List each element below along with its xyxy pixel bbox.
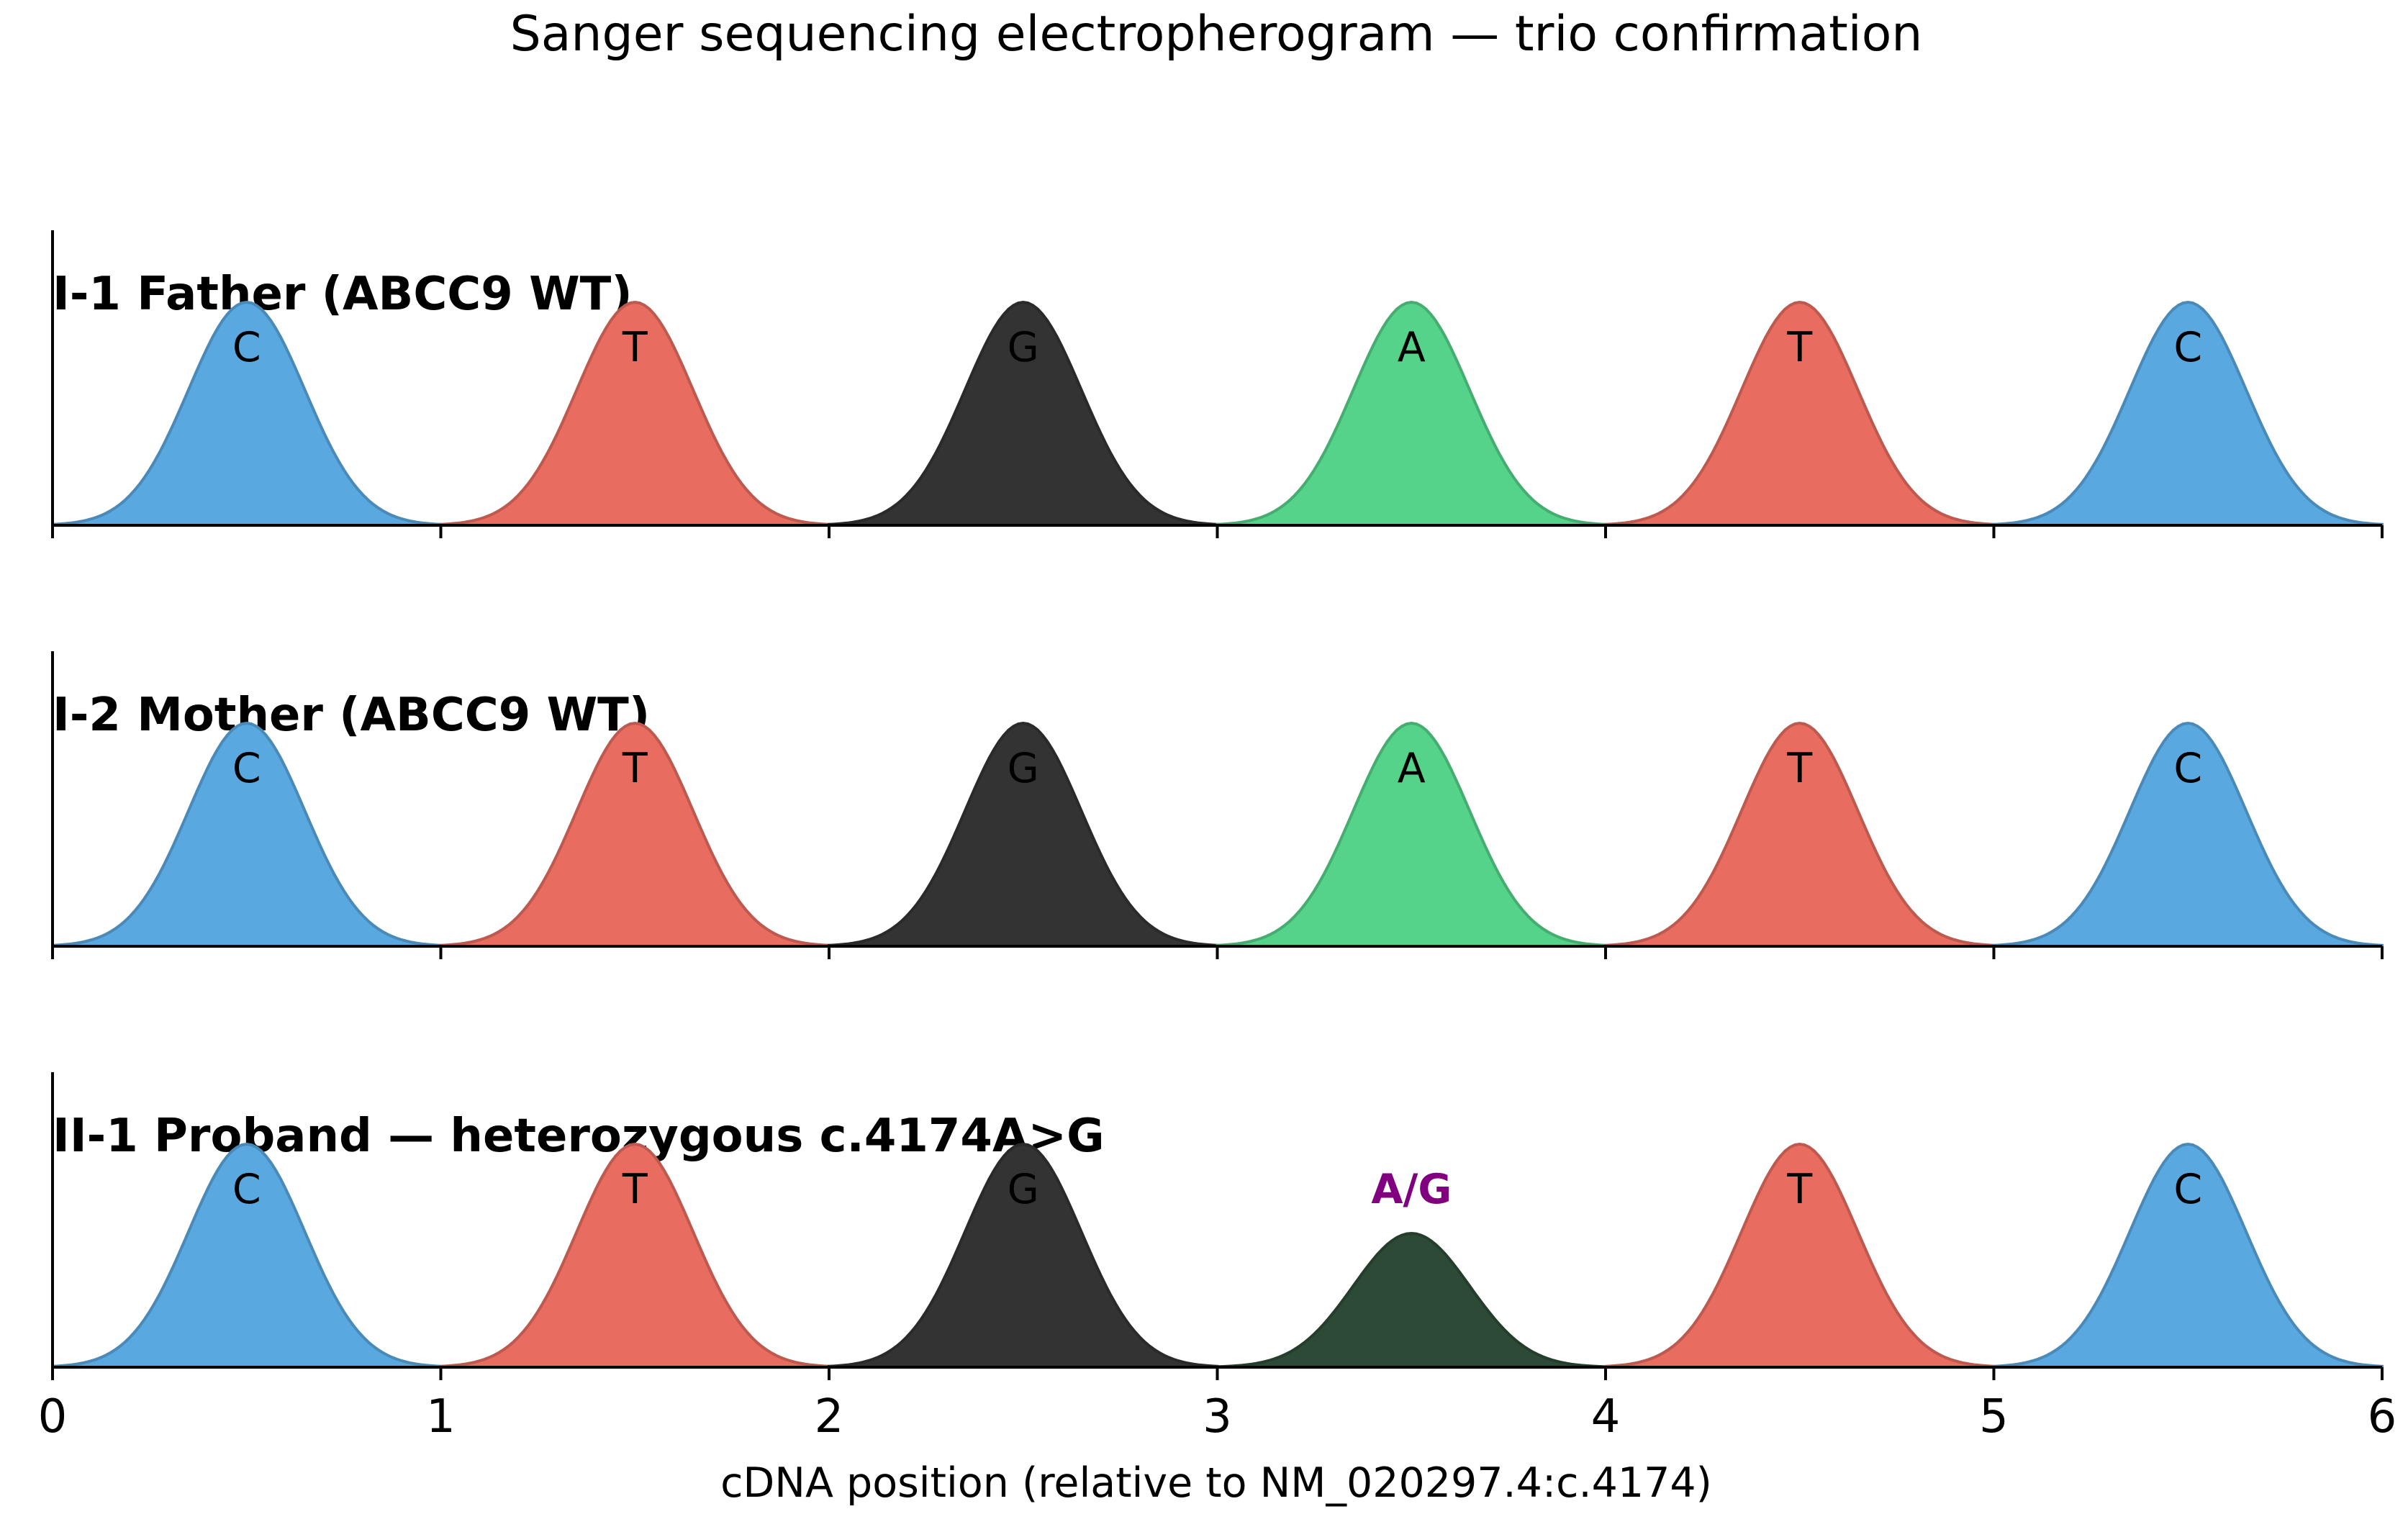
peak-g bbox=[828, 300, 1219, 527]
base-call-label: T bbox=[622, 745, 648, 792]
x-tick-label: 0 bbox=[38, 1390, 68, 1443]
peak-ag bbox=[1216, 1231, 1607, 1369]
base-call-label: C bbox=[232, 324, 261, 371]
x-tick-label: 6 bbox=[2368, 1390, 2397, 1443]
peak-a bbox=[1216, 300, 1607, 527]
panel: I-1 Father (ABCC9 WT)C T G A T C bbox=[51, 230, 2384, 538]
base-call-label: A bbox=[1398, 324, 1426, 371]
x-tick-label: 3 bbox=[1203, 1390, 1232, 1443]
chart-title: Sanger sequencing electropherogram — tri… bbox=[510, 6, 1923, 63]
x-tick-label: 1 bbox=[426, 1390, 456, 1443]
peak-g bbox=[828, 721, 1219, 948]
base-call-label: G bbox=[1008, 1166, 1039, 1213]
base-call-label: T bbox=[1786, 324, 1812, 371]
panel: II-1 Proband — heterozygous c.4174A>GC T G… bbox=[38, 1072, 2397, 1443]
peak-t bbox=[439, 300, 830, 527]
panel-title: II-1 Proband — heterozygous c.4174A>G bbox=[53, 1110, 1105, 1163]
base-call-label: C bbox=[232, 1166, 261, 1213]
peak-c bbox=[51, 300, 443, 527]
base-call-label: C bbox=[2173, 1166, 2202, 1213]
peak-c bbox=[1992, 721, 2384, 948]
x-tick-label: 5 bbox=[1979, 1390, 2009, 1443]
peak-t bbox=[1604, 1142, 1996, 1369]
base-call-label: T bbox=[1786, 1166, 1812, 1213]
peak-g bbox=[828, 1142, 1219, 1369]
peak-t bbox=[439, 1142, 830, 1369]
panel-title: I-2 Mother (ABCC9 WT) bbox=[53, 689, 650, 742]
x-axis-label: cDNA position (relative to NM_020297.4:c… bbox=[720, 1459, 1712, 1507]
base-call-label: T bbox=[1786, 745, 1812, 792]
peak-t bbox=[1604, 721, 1996, 948]
peak-a bbox=[1216, 721, 1607, 948]
base-call-label: G bbox=[1008, 324, 1039, 371]
base-call-label: T bbox=[622, 324, 648, 371]
x-tick-label: 2 bbox=[815, 1390, 844, 1443]
base-call-label: G bbox=[1008, 745, 1039, 792]
peak-t bbox=[439, 721, 830, 948]
base-call-label: C bbox=[2173, 324, 2202, 371]
peak-c bbox=[1992, 1142, 2384, 1369]
peak-c bbox=[51, 1142, 443, 1369]
x-tick-label: 4 bbox=[1591, 1390, 1621, 1443]
peak-c bbox=[51, 721, 443, 948]
base-call-label: C bbox=[2173, 745, 2202, 792]
base-call-label: A/G bbox=[1371, 1166, 1452, 1213]
base-call-label: T bbox=[622, 1166, 648, 1213]
peak-t bbox=[1604, 300, 1996, 527]
base-call-label: A bbox=[1398, 745, 1426, 792]
panel: I-2 Mother (ABCC9 WT)C T G A T C bbox=[51, 651, 2384, 959]
base-call-label: C bbox=[232, 745, 261, 792]
peak-c bbox=[1992, 300, 2384, 527]
panel-title: I-1 Father (ABCC9 WT) bbox=[53, 268, 633, 321]
